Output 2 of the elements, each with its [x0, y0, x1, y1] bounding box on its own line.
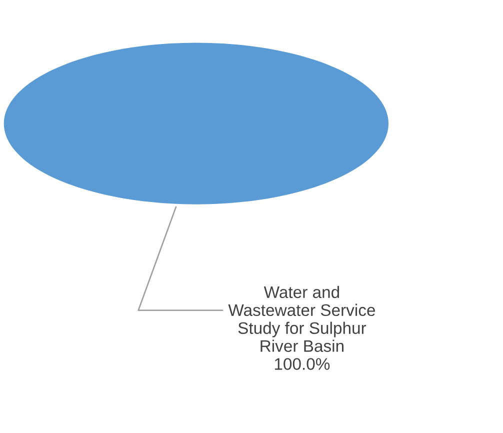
- slice-label: Water and Wastewater Service Study for Sulphur River Basin: [228, 286, 375, 352]
- data-label: 100.0%: [274, 358, 330, 370]
